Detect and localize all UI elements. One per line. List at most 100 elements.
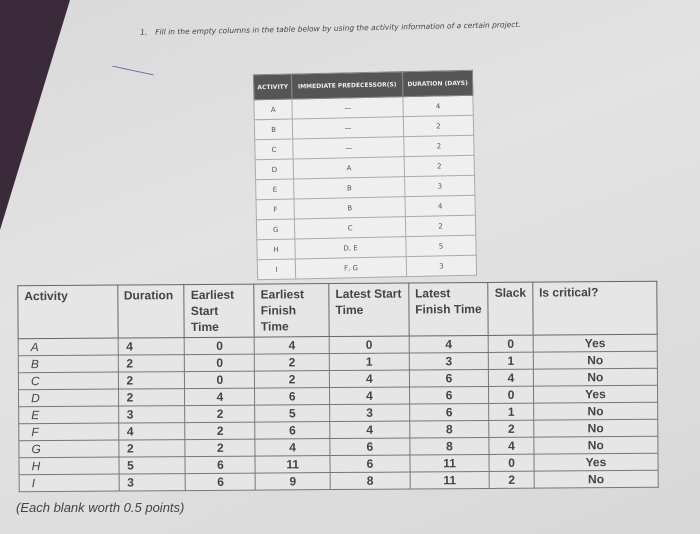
table-cell: A <box>293 156 405 179</box>
points-note: (Each blank worth 0.5 points) <box>16 500 185 515</box>
column-header: DURATION (DAYS) <box>402 70 473 97</box>
table-cell: D <box>18 389 119 407</box>
table-cell: 2 <box>405 215 476 237</box>
table-cell: 3 <box>404 175 475 197</box>
table-cell: D <box>255 158 294 180</box>
table-cell: No <box>533 419 658 438</box>
column-header: Is critical? <box>532 281 658 336</box>
table-cell: 5 <box>405 235 477 257</box>
table-cell: — <box>292 136 405 159</box>
table-cell: No <box>533 402 658 421</box>
table-cell: 4 <box>255 438 331 457</box>
table-header-row: Activity Duration Earliest Start Time Earli… <box>17 281 658 339</box>
table-cell: 0 <box>184 354 255 372</box>
table-cell: B <box>293 176 405 199</box>
table-cell: 2 <box>403 135 475 157</box>
table-cell: — <box>292 96 404 120</box>
table-cell: 1 <box>488 403 534 421</box>
table-cell: 4 <box>184 388 255 406</box>
table-cell: 4 <box>489 437 534 455</box>
table-cell: 6 <box>185 473 256 491</box>
table-cell: 2 <box>118 388 186 407</box>
table-cell: 2 <box>489 420 534 438</box>
table-cell: 2 <box>254 370 330 389</box>
table-cell: No <box>533 368 658 387</box>
table-cell: 6 <box>185 456 256 474</box>
table-cell: 4 <box>329 421 410 439</box>
table-cell: 5 <box>254 404 330 423</box>
table-cell: 4 <box>329 370 410 388</box>
table-cell: E <box>18 406 119 424</box>
table-cell: 4 <box>118 422 186 441</box>
table-cell: 4 <box>404 195 476 217</box>
column-header: Activity <box>17 285 118 339</box>
table-cell: No <box>533 436 658 455</box>
table-cell: A <box>253 99 293 120</box>
table-cell: 2 <box>404 155 475 177</box>
table-cell: 11 <box>409 454 490 473</box>
table-cell: No <box>532 351 658 370</box>
table-cell: 4 <box>402 95 474 117</box>
table-cell: 9 <box>255 472 331 491</box>
table-cell: 0 <box>488 386 534 404</box>
table-cell: 4 <box>488 369 534 387</box>
table-cell: 8 <box>330 472 410 490</box>
table-cell: G <box>256 218 296 240</box>
table-cell: 3 <box>406 255 477 277</box>
column-header: Latest Finish Time <box>408 282 489 337</box>
table-cell: A <box>18 338 118 356</box>
table-cell: 3 <box>408 352 489 371</box>
table-cell: 2 <box>185 405 256 423</box>
given-activity-table: ACTIVITY IMMEDIATE PREDECESSOR(S) DURATION… <box>252 69 478 281</box>
table-cell: H <box>18 457 119 475</box>
table-cell: 6 <box>330 455 410 473</box>
table-cell: Yes <box>533 385 658 404</box>
table-cell: H <box>256 238 296 260</box>
table-cell: — <box>292 116 404 140</box>
table-cell: 6 <box>254 387 330 406</box>
pen-mark <box>112 65 154 76</box>
table-cell: 2 <box>185 422 256 440</box>
table-cell: B <box>18 355 118 373</box>
question: 1. Fill in the empty columns in the table… <box>140 17 610 39</box>
table-cell: 2 <box>185 439 256 457</box>
table-cell: 4 <box>408 335 489 354</box>
dark-background-corner <box>0 0 70 230</box>
table-cell: 6 <box>329 438 410 456</box>
table-cell: 0 <box>184 371 255 389</box>
question-number: 1. <box>139 27 148 37</box>
table-cell: I <box>257 258 296 280</box>
table-cell: 3 <box>118 473 186 492</box>
table-cell: 1 <box>329 353 410 371</box>
table-cell: 0 <box>184 337 255 355</box>
table-cell: 0 <box>488 335 533 353</box>
table-cell: 6 <box>255 421 330 440</box>
table-cell: Yes <box>532 334 658 353</box>
table-cell: F <box>18 423 119 441</box>
table-cell: D, E <box>295 236 407 259</box>
table-cell: 2 <box>403 115 474 137</box>
table-cell: 11 <box>409 471 490 490</box>
answer-table: Activity Duration Earliest Start Time Earli… <box>17 280 659 493</box>
table-cell: 2 <box>118 439 186 458</box>
table-cell: 2 <box>117 354 185 373</box>
column-header: Duration <box>117 284 185 339</box>
table-cell: 0 <box>329 336 409 354</box>
table-cell: C <box>294 216 406 239</box>
table-cell: 0 <box>489 454 534 472</box>
table-cell: 8 <box>409 437 490 456</box>
table-cell: 6 <box>409 386 489 405</box>
table-cell: G <box>18 440 119 458</box>
table-cell: I <box>19 474 119 492</box>
table-cell: F, G <box>295 256 407 279</box>
column-header: Latest Start Time <box>328 283 409 337</box>
table-cell: 3 <box>118 405 186 424</box>
table-cell: 4 <box>117 337 185 356</box>
table-cell: 5 <box>118 456 186 475</box>
column-header: Earliest Finish Time <box>254 283 330 338</box>
table-cell: B <box>254 119 293 140</box>
table-cell: 2 <box>254 353 330 372</box>
table-cell: 1 <box>488 352 534 370</box>
table-cell: 6 <box>409 403 490 422</box>
